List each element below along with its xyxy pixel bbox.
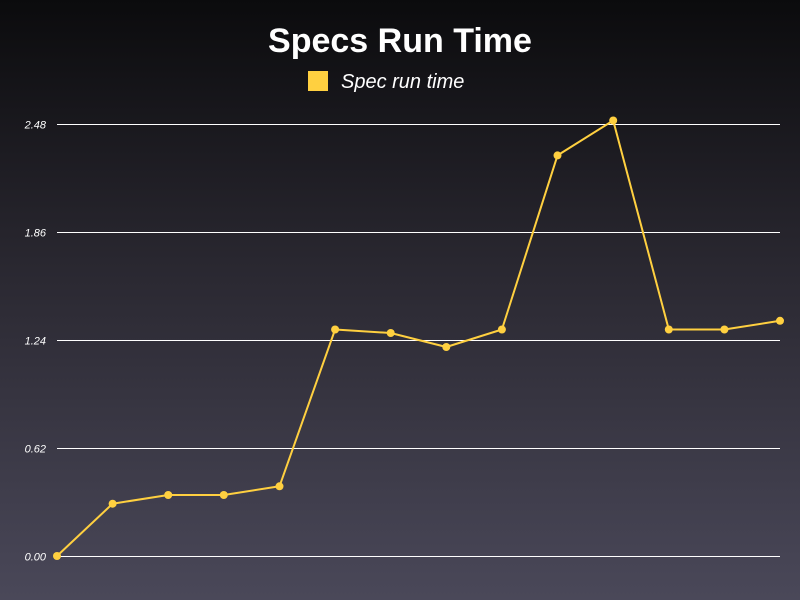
series-spec-run-time [53, 116, 784, 560]
data-point [776, 316, 784, 325]
y-tick-label: 0.00 [25, 552, 47, 564]
data-point [664, 325, 673, 334]
data-point [53, 552, 61, 560]
data-point [497, 325, 506, 334]
data-point [386, 329, 395, 337]
data-point [219, 491, 228, 499]
data-point [720, 325, 729, 334]
series-line [56, 119, 781, 557]
data-point [553, 151, 562, 160]
y-axis-ticks: 0.00 0.62 1.24 1.86 2.48 [24, 120, 47, 564]
data-point [331, 325, 340, 334]
y-tick-label: 1.24 [25, 336, 46, 348]
legend-label: Spec run time [341, 71, 464, 93]
legend: Spec run time [308, 71, 464, 93]
y-tick-label: 0.62 [25, 444, 46, 456]
chart-title: Specs Run Time [268, 22, 532, 60]
data-point [108, 499, 117, 508]
data-point [275, 482, 284, 491]
data-point [164, 491, 173, 499]
legend-swatch [308, 71, 328, 91]
data-point [609, 116, 618, 125]
data-point [442, 343, 451, 351]
y-tick-label: 1.86 [25, 228, 47, 240]
y-tick-label: 2.48 [24, 120, 47, 132]
